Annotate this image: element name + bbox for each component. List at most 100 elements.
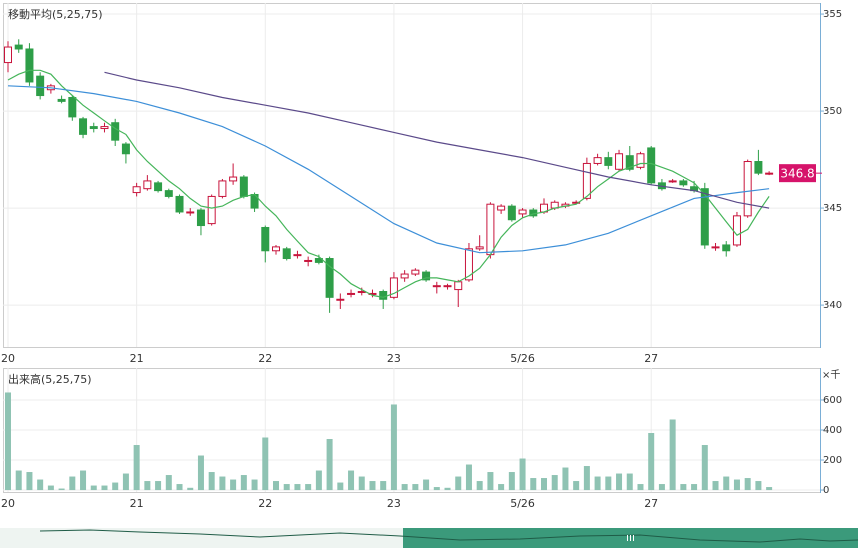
candle-body [422,271,431,281]
y-tick-label: 340 [823,300,842,311]
moving-average [104,71,770,209]
volume-bar [165,475,172,491]
candle-body [754,161,763,174]
volume-bar [315,470,322,491]
volume-bar [337,482,344,491]
candle-body [679,180,688,186]
y-tick-label: 400 [823,425,842,436]
candle-body [668,180,677,183]
volume-bar [498,484,505,491]
volume-bar [37,479,44,491]
candle-body [336,298,345,301]
volume-bar [369,481,376,491]
volume-bar [390,404,397,491]
volume-bar [358,476,365,491]
candle-body [261,226,270,252]
candle-body [711,246,720,249]
candle-body [218,180,227,197]
y-tick-label: 200 [823,455,842,466]
volume-bar [723,476,730,491]
volume-bar [101,485,108,491]
candle-body [196,209,205,227]
candle-body [518,209,527,215]
candle-body [743,161,752,217]
y-tick-label: 0 [823,485,829,496]
x-tick-label: 21 [130,497,144,510]
x-tick-label: 5/26 [510,352,535,365]
candle-body [411,269,420,275]
candle-body [36,75,45,97]
volume-bar [594,476,601,491]
volume-bar [187,487,194,491]
candle-body [132,186,141,194]
volume-bar [573,481,580,491]
candle-body [615,153,624,170]
candle-body [229,176,238,182]
candle-body [175,195,184,213]
volume-bar [69,476,76,491]
volume-unit: ×千 [822,369,840,381]
volume-bar [273,481,279,491]
x-tick-label: 20 [1,497,15,510]
volume-bar [5,392,11,491]
moving-average [7,69,770,298]
candle-body [357,291,366,294]
volume-bar [176,484,183,491]
x-tick-label: 23 [387,352,401,365]
volume-bar [712,481,719,491]
volume-bar [380,481,387,491]
navigator-line [39,529,859,543]
volume-bar [658,484,665,491]
volume-bar [455,476,462,491]
candle-body [379,291,388,300]
x-tick-label: 20 [1,352,15,365]
candle-body [582,162,591,199]
last-price-label: 346.8 [780,167,814,181]
candle-body [57,98,66,102]
candle-body [507,205,516,221]
plot-layer: 340 345 350 355 20 21 22 23 5/26 27 346.8 0 200 400 60… [1,3,842,510]
volume-bar [348,470,355,491]
volume-bar [80,470,87,491]
volume-bar [262,437,269,491]
candle-body [389,277,398,298]
candle-body [347,292,356,295]
volume-bar [326,439,333,491]
volume-bar [562,467,569,491]
candle-body [400,273,409,279]
y-tick-label: 355 [823,9,842,20]
volume-bar [294,484,301,491]
candle-body [79,118,88,135]
x-tick-label: 5/26 [510,497,535,510]
candle-body [282,248,291,260]
candle-body [14,44,23,50]
volume-bar [733,479,740,491]
candle-body [700,188,709,246]
x-tick-label: 27 [644,352,658,365]
volume-bar [144,481,151,491]
navigator-range[interactable] [0,528,403,548]
volume-bar [691,484,698,491]
y-tick-label: 345 [823,203,842,214]
navigator-handle[interactable] [627,535,634,541]
price-title: 移動平均(5,25,75) [8,7,103,21]
volume-bar [530,478,537,491]
candle-body [486,203,495,256]
volume-bar [487,472,494,491]
candle-body [89,126,98,130]
price-panel-frame [3,3,821,348]
x-tick-label: 27 [644,497,658,510]
volume-bar [648,433,655,491]
candle-body [593,157,602,164]
volume-bar [112,482,119,491]
candle-body [111,122,120,141]
candle-body [239,176,248,197]
x-tick-label: 23 [387,497,401,510]
volume-bar [669,419,676,491]
candle-body [293,254,302,257]
volume-bar [626,473,633,491]
volume-bar [90,485,97,491]
volume-bar [444,487,451,491]
y-tick-label: 350 [823,106,842,117]
